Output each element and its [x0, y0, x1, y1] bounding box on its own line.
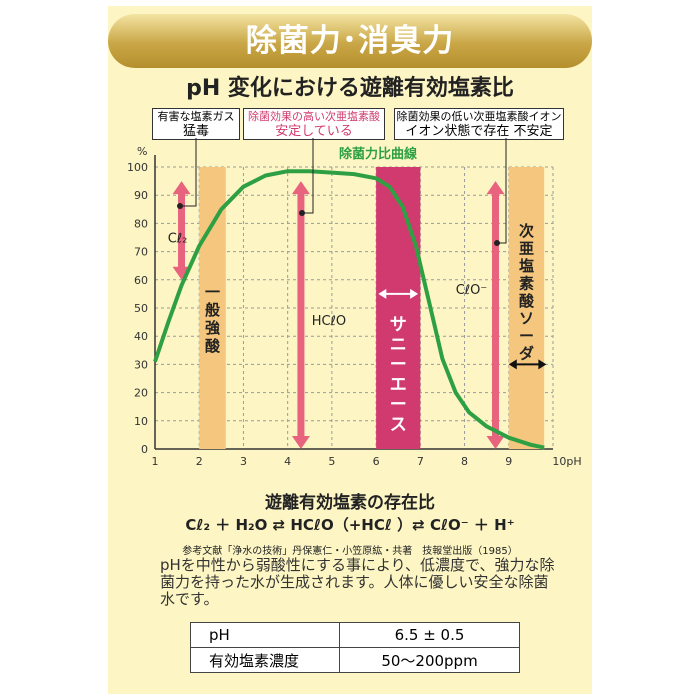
callout-chlorine-gas: 有害な塩素ガス 猛毒 [152, 108, 240, 140]
range-label: CℓO⁻ [456, 283, 488, 298]
range-arrow-head [486, 181, 505, 195]
x-tick-label: 2 [196, 455, 203, 468]
soda-range-arrow-head [538, 359, 547, 370]
sunny-range-arrow-head [378, 288, 387, 299]
x-tick-label: 3 [240, 455, 247, 468]
reference-note: 参考文献「浄水の技術」丹保憲仁・小笠原紘・共著 技報堂出版（1985） [182, 546, 518, 557]
callout-line2: イオン状態で存在 不安定 [405, 124, 553, 139]
callout-hypochlorite-ion: 除菌効果の低い次亜塩素酸イオン イオン状態で存在 不安定 [394, 108, 564, 140]
callout-leader [302, 138, 314, 214]
y-tick-label: 40 [134, 330, 148, 343]
callout-line1: 除菌効果の低い次亜塩素酸イオン [396, 110, 562, 123]
range-arrow-head [172, 266, 191, 280]
band-label: サニーエース [390, 315, 407, 435]
band-label: 一般強酸 [205, 283, 221, 355]
callout-hypochlorous-acid: 除菌効果の高い次亜塩素酸 安定している [243, 108, 385, 140]
banner-title: 除菌力･消臭力 [245, 23, 455, 59]
band-rect [508, 167, 545, 449]
y-tick-label: 10 [134, 415, 148, 428]
callout-dot [299, 210, 305, 216]
band-rect [199, 167, 226, 449]
spec-value: 6.5 ± 0.5 [339, 622, 520, 648]
callout-leader [180, 138, 197, 207]
x-tick-label: 6 [373, 455, 380, 468]
band-rect [376, 167, 421, 449]
description-text: pHを中性から弱酸性にする事により、低濃度で、強力な除菌力を持った水が生成されま… [160, 556, 555, 608]
x-tick-label: 7 [417, 455, 424, 468]
spec-key: pH [190, 622, 340, 648]
callout-dot [177, 203, 183, 209]
y-tick-label: 90 [134, 189, 148, 202]
range-label: HCℓO [312, 314, 346, 329]
series-curve [153, 169, 545, 450]
spec-key: 有効塩素濃度 [190, 647, 340, 673]
y-tick-label: 0 [141, 443, 148, 456]
table-row: pH 6.5 ± 0.5 [190, 622, 520, 648]
series-label: 除菌力比曲線 [339, 146, 418, 162]
spec-value: 50〜200ppm [339, 647, 520, 673]
y-tick-label: 60 [134, 274, 148, 287]
callout-line1: 除菌効果の高い次亜塩素酸 [248, 110, 380, 123]
y-tick-label: 100 [127, 161, 148, 174]
x-tick-label: 9 [505, 455, 512, 468]
y-tick-label: 70 [134, 246, 148, 259]
x-tick-label: 1 [152, 455, 159, 468]
range-arrow-head [291, 436, 310, 449]
reaction-formula: Cℓ₂ ＋ H₂O ⇄ HCℓO（+HCℓ ）⇄ CℓO⁻ ＋ H⁺ [185, 516, 515, 534]
x-tick-label: 5 [328, 455, 335, 468]
x-tick-label: 8 [461, 455, 468, 468]
y-tick-label: 30 [134, 358, 148, 371]
range-label: Cℓ₂ [168, 232, 188, 247]
spec-table: pH 6.5 ± 0.5 有効塩素濃度 50〜200ppm [190, 622, 520, 673]
x-tick-label: 4 [284, 455, 291, 468]
sunny-range-arrow-head [410, 288, 419, 299]
range-arrow-head [486, 436, 505, 449]
x-tick-label: 10pH [552, 455, 581, 468]
range-arrow-head [172, 181, 191, 195]
callout-dot [494, 240, 500, 246]
y-tick-label: 80 [134, 217, 148, 230]
range-arrow-head [291, 181, 310, 195]
section-title: 遊離有効塩素の存在比 [265, 493, 435, 513]
table-row: 有効塩素濃度 50〜200ppm [190, 647, 520, 673]
callout-line1: 有害な塩素ガス [157, 110, 235, 123]
y-tick-label: 20 [134, 387, 148, 400]
callout-line2: 安定している [275, 124, 353, 139]
callout-line2: 猛毒 [182, 124, 209, 139]
y-axis-unit: % [137, 145, 147, 158]
band-label: 次亜塩素酸ソーダ [519, 222, 535, 363]
soda-range-arrow-head [508, 359, 517, 370]
y-tick-label: 50 [134, 302, 148, 315]
chart-title: pH 変化における遊離有効塩素比 [186, 76, 514, 101]
title-banner [108, 14, 592, 68]
